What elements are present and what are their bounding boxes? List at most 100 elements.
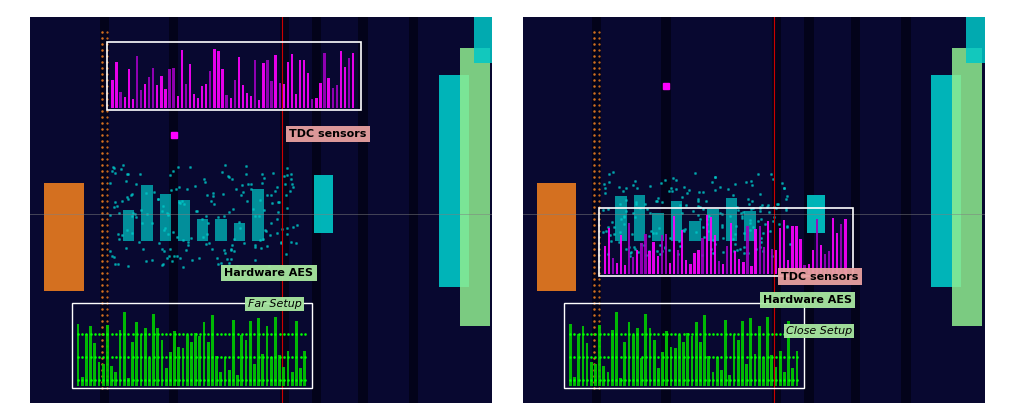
Bar <box>168 69 171 108</box>
Bar <box>754 229 757 274</box>
Bar <box>144 328 146 386</box>
Bar <box>657 256 659 274</box>
Bar <box>140 90 142 108</box>
Bar <box>807 194 825 233</box>
Bar <box>102 364 105 386</box>
Bar <box>313 17 322 403</box>
Bar <box>278 355 281 386</box>
Bar <box>99 17 109 403</box>
Bar <box>299 368 301 386</box>
Bar <box>179 200 190 241</box>
Bar <box>636 250 638 274</box>
Bar <box>229 97 231 108</box>
Bar <box>270 81 273 108</box>
Bar <box>678 335 681 386</box>
Bar <box>72 303 313 388</box>
Bar <box>227 370 230 386</box>
Bar <box>816 219 818 274</box>
Bar <box>619 378 622 386</box>
Bar <box>594 364 597 386</box>
Bar <box>836 233 838 274</box>
Bar <box>45 183 83 291</box>
Bar <box>474 17 492 63</box>
Bar <box>266 326 268 386</box>
Bar <box>682 342 685 386</box>
Text: Hardware AES: Hardware AES <box>763 295 852 305</box>
Bar <box>783 372 786 386</box>
Bar <box>774 367 777 386</box>
Bar <box>340 51 342 108</box>
Bar <box>270 357 273 386</box>
Bar <box>185 84 187 108</box>
Bar <box>215 356 218 386</box>
Bar <box>649 328 652 386</box>
Bar <box>701 237 703 274</box>
Bar <box>106 325 109 386</box>
Bar <box>115 372 117 386</box>
Bar <box>107 42 360 110</box>
Bar <box>703 315 706 386</box>
Bar <box>186 335 189 386</box>
Bar <box>141 185 153 241</box>
Bar <box>257 318 260 386</box>
Bar <box>233 80 235 108</box>
Bar <box>851 17 860 403</box>
Bar <box>652 213 664 241</box>
Bar <box>164 89 166 108</box>
Bar <box>726 198 738 241</box>
Bar <box>262 354 264 386</box>
Bar <box>573 377 576 386</box>
Bar <box>820 244 822 274</box>
Bar <box>766 221 769 274</box>
Bar <box>116 62 118 108</box>
Bar <box>592 17 601 403</box>
Bar <box>695 322 697 386</box>
Bar <box>653 242 655 274</box>
Bar <box>168 352 172 386</box>
Bar <box>205 84 207 108</box>
Bar <box>332 88 334 108</box>
Bar <box>750 266 753 274</box>
Bar <box>189 64 191 108</box>
Text: TDC sensors: TDC sensors <box>782 272 859 282</box>
Bar <box>677 250 679 274</box>
Bar <box>657 368 660 386</box>
Bar <box>233 223 246 241</box>
Bar <box>274 55 277 108</box>
Bar <box>81 377 83 386</box>
Bar <box>258 100 261 108</box>
Bar <box>620 235 622 274</box>
Bar <box>832 218 834 274</box>
Bar <box>294 94 297 108</box>
Bar <box>111 366 113 386</box>
Bar <box>182 348 185 386</box>
Bar <box>303 60 306 108</box>
Bar <box>211 315 214 386</box>
Bar <box>671 201 682 241</box>
Bar <box>97 362 100 386</box>
Bar <box>460 48 490 326</box>
Bar <box>282 84 285 108</box>
Bar <box>665 234 667 274</box>
Bar <box>744 211 756 241</box>
Bar <box>787 260 790 274</box>
Bar <box>804 265 806 274</box>
Bar <box>160 76 162 108</box>
Bar <box>707 209 719 241</box>
Bar <box>344 67 346 108</box>
Bar <box>762 247 765 274</box>
Bar <box>779 228 782 274</box>
Bar <box>623 342 626 386</box>
Bar <box>645 314 648 386</box>
Bar <box>734 252 737 274</box>
Bar <box>932 75 961 287</box>
Bar <box>215 219 226 241</box>
Bar <box>159 194 172 241</box>
Bar <box>649 251 651 274</box>
Bar <box>120 92 122 108</box>
Bar <box>738 259 741 274</box>
Bar <box>604 247 606 274</box>
Bar <box>653 340 656 386</box>
Bar <box>282 367 285 386</box>
Bar <box>628 223 630 274</box>
